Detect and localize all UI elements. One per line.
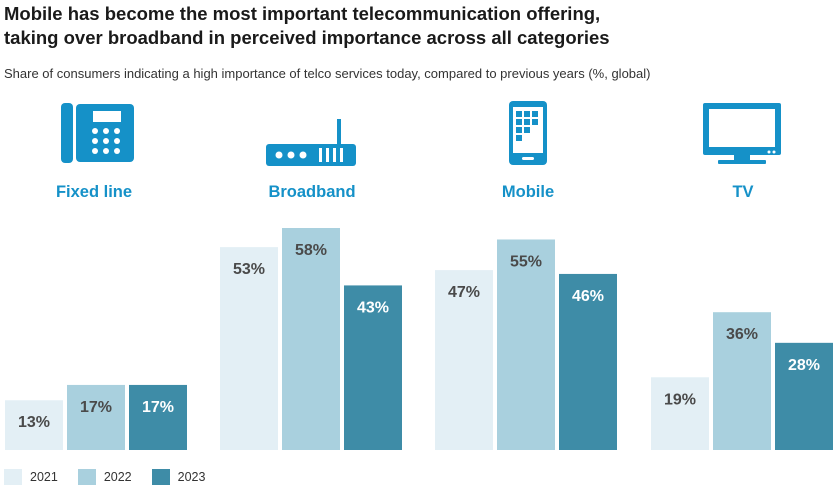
legend-swatch [4, 469, 22, 485]
legend-item: 2022 [77, 469, 132, 485]
legend-item: 2021 [4, 469, 58, 485]
category-label: Fixed line [56, 183, 132, 201]
smartphone-icon [509, 101, 547, 165]
chart-title: Mobile has become the most important tel… [4, 3, 610, 48]
bar-2023-fixed-line [129, 384, 187, 450]
router-icon [266, 119, 356, 166]
bar-2023-mobile [559, 273, 617, 450]
bar-value-label: 17% [142, 399, 174, 416]
bar-value-label: 46% [572, 288, 604, 305]
bar-2021-fixed-line [5, 400, 63, 450]
bar-2023-tv [775, 342, 833, 450]
category-label: TV [732, 183, 753, 201]
bar-2022-mobile [497, 239, 555, 450]
bar-value-label: 17% [80, 399, 112, 416]
category-label: Mobile [502, 183, 554, 201]
legend-swatch [151, 469, 170, 485]
bar-2022-fixed-line [67, 384, 125, 450]
tv-icon [703, 103, 781, 164]
chart-subtitle: Share of consumers indicating a high imp… [4, 66, 651, 81]
bar-value-label: 47% [448, 284, 480, 301]
bar-value-label: 58% [295, 242, 327, 259]
bar-2021-tv [651, 377, 709, 450]
category-labels: Fixed line Broadband Mobile TV [56, 183, 754, 201]
legend-label: 2023 [177, 470, 206, 484]
bar-2021-mobile [435, 270, 493, 450]
bar-2022-tv [713, 312, 771, 450]
bar-value-label: 36% [726, 326, 758, 343]
bar-value-label: 28% [788, 357, 820, 374]
legend-label: 2022 [103, 470, 132, 484]
telephone-icon [61, 103, 134, 163]
bar-value-label: 13% [18, 414, 50, 431]
legend-swatch [77, 469, 96, 485]
category-label: Broadband [268, 183, 355, 201]
bar-value-label: 19% [664, 391, 696, 408]
legend-label: 2021 [30, 470, 58, 484]
bars [5, 228, 833, 450]
bar-value-label: 53% [233, 261, 265, 278]
bar-labels: 13% 53% 47% 19% 17% 58% 55% 36% 17% 43% 46% 28% [18, 242, 820, 431]
bar-value-label: 55% [510, 253, 542, 270]
bar-2023-broadband [344, 285, 402, 450]
legend: 2021 2022 2023 [4, 468, 225, 486]
category-icons [61, 101, 781, 166]
bar-2021-broadband [220, 247, 278, 450]
bar-2022-broadband [282, 228, 340, 450]
legend-item: 2023 [151, 469, 206, 485]
bar-value-label: 43% [357, 299, 389, 316]
